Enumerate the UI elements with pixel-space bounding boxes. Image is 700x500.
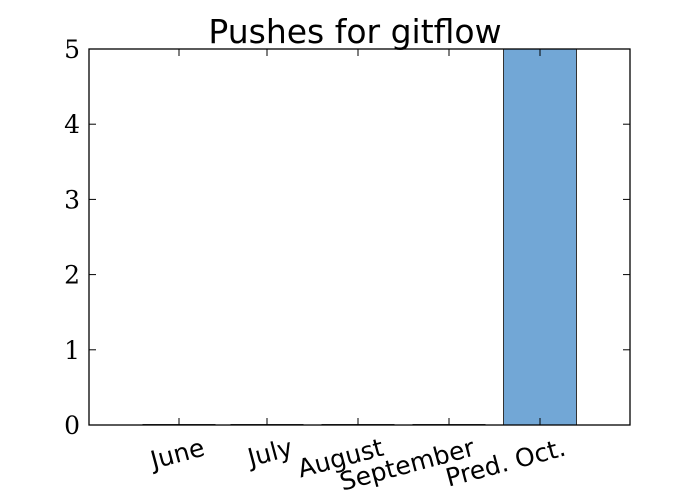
plot-frame [88, 48, 631, 426]
xtick-label-1: July [243, 433, 296, 473]
chart-title: Pushes for gitflow [208, 12, 501, 51]
ytick-label-5: 5 [64, 35, 80, 64]
ytick-label-4: 4 [64, 110, 80, 139]
ytick-label-2: 2 [64, 261, 80, 290]
ytick-label-0: 0 [64, 411, 80, 440]
ytick-label-3: 3 [64, 185, 80, 214]
bar-4 [503, 48, 577, 426]
ytick-label-1: 1 [64, 336, 80, 365]
xtick-label-0: June [146, 433, 208, 476]
